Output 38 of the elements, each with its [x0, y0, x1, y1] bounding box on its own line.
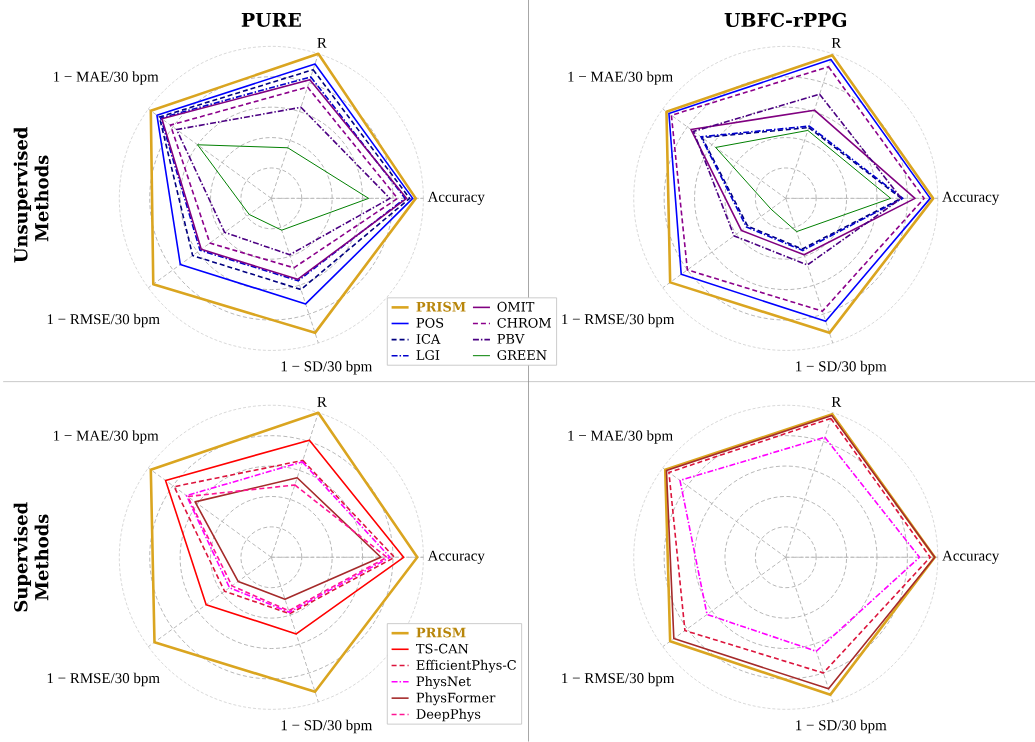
spoke-label: 1 − MAE/30 bpm: [53, 71, 159, 85]
legend-label: ICA: [416, 334, 441, 344]
spoke-label: 1 − MAE/30 bpm: [568, 430, 673, 444]
spoke-label: R: [317, 38, 327, 48]
text: Supervised Methods: [13, 502, 49, 612]
spoke-label: 1 − RMSE/30 bpm: [562, 672, 675, 687]
legend-label: PhysNet: [416, 676, 472, 690]
spoke-label: 1 − MAE/30 bpm: [568, 71, 673, 85]
spoke-label: 1 − RMSE/30 bpm: [47, 672, 160, 687]
spoke-label: 1 − SD/30 bpm: [796, 719, 887, 734]
legend-label: PBV: [497, 334, 525, 344]
legend-label: PRISM: [416, 301, 466, 312]
spoke-label: R: [831, 397, 842, 407]
spoke-label: R: [317, 397, 327, 407]
legend-label: CHROM: [497, 318, 551, 328]
spoke-label: 1 − SD/30 bpm: [281, 719, 373, 734]
spoke-label: 1 − SD/30 bpm: [281, 361, 373, 375]
legend-label: OMIT: [497, 301, 535, 312]
chart-title: PURE: [241, 13, 301, 28]
spoke-label: Accuracy: [942, 550, 1000, 564]
spoke-label: 1 − RMSE/30 bpm: [47, 313, 160, 328]
legend-label: DeepPhys: [416, 708, 481, 722]
legend-label: GREEN: [497, 350, 547, 361]
legend-label: PhysFormer: [416, 692, 496, 706]
spoke-label: 1 − MAE/30 bpm: [53, 430, 159, 444]
spoke-label: Accuracy: [942, 191, 1000, 206]
legend-label: LGI: [416, 350, 440, 361]
spoke-label: Accuracy: [427, 191, 485, 206]
legend-label: TS-CAN: [416, 643, 469, 654]
spoke-label: Accuracy: [427, 550, 485, 564]
text: Unsupervised Methods: [13, 127, 49, 263]
spoke-label: 1 − RMSE/30 bpm: [562, 313, 675, 328]
legend-label: EfficientPhys-C: [416, 659, 516, 673]
chart-title: UBFC-rPPG: [724, 12, 847, 28]
legend-label: PRISM: [416, 627, 466, 638]
spoke-label: 1 − SD/30 bpm: [796, 361, 887, 375]
legend-label: POS: [416, 318, 444, 328]
spoke-label: R: [831, 38, 842, 48]
